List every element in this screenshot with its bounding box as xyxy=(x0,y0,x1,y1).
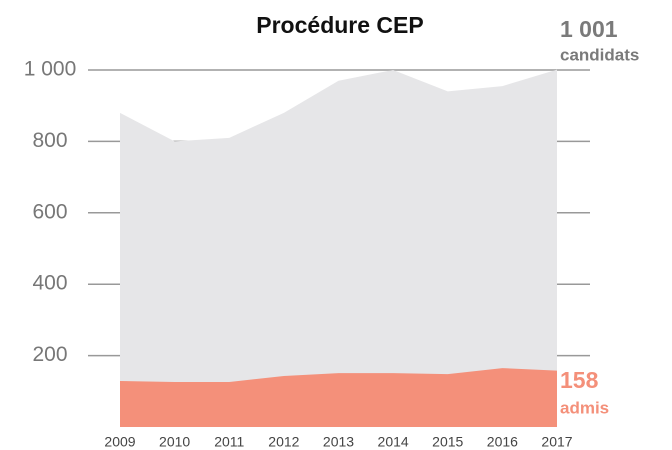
end-label: 1 001 xyxy=(560,16,618,42)
y-tick-label: 400 xyxy=(32,272,67,295)
series-name: candidats xyxy=(560,45,639,64)
x-tick-label: 2009 xyxy=(104,434,135,450)
series-name: admis xyxy=(560,398,609,417)
x-tick-label: 2010 xyxy=(159,434,190,450)
x-tick-label: 2011 xyxy=(214,434,244,450)
x-tick-label: 2013 xyxy=(323,434,354,450)
x-tick-label: 2012 xyxy=(268,434,299,450)
y-tick-label: 600 xyxy=(32,200,67,223)
x-tick-label: 2015 xyxy=(432,434,463,450)
y-tick-label: 800 xyxy=(32,129,67,152)
area xyxy=(120,69,557,427)
y-tick-label: 1 000 xyxy=(24,58,77,81)
x-tick-label: 2016 xyxy=(487,434,518,450)
end-label: 158 xyxy=(560,367,599,393)
x-tick-label: 2017 xyxy=(541,434,572,450)
chart-title: Procédure CEP xyxy=(256,12,423,38)
area xyxy=(120,368,557,427)
x-tick-label: 2014 xyxy=(378,434,409,450)
y-tick-label: 200 xyxy=(32,343,67,366)
